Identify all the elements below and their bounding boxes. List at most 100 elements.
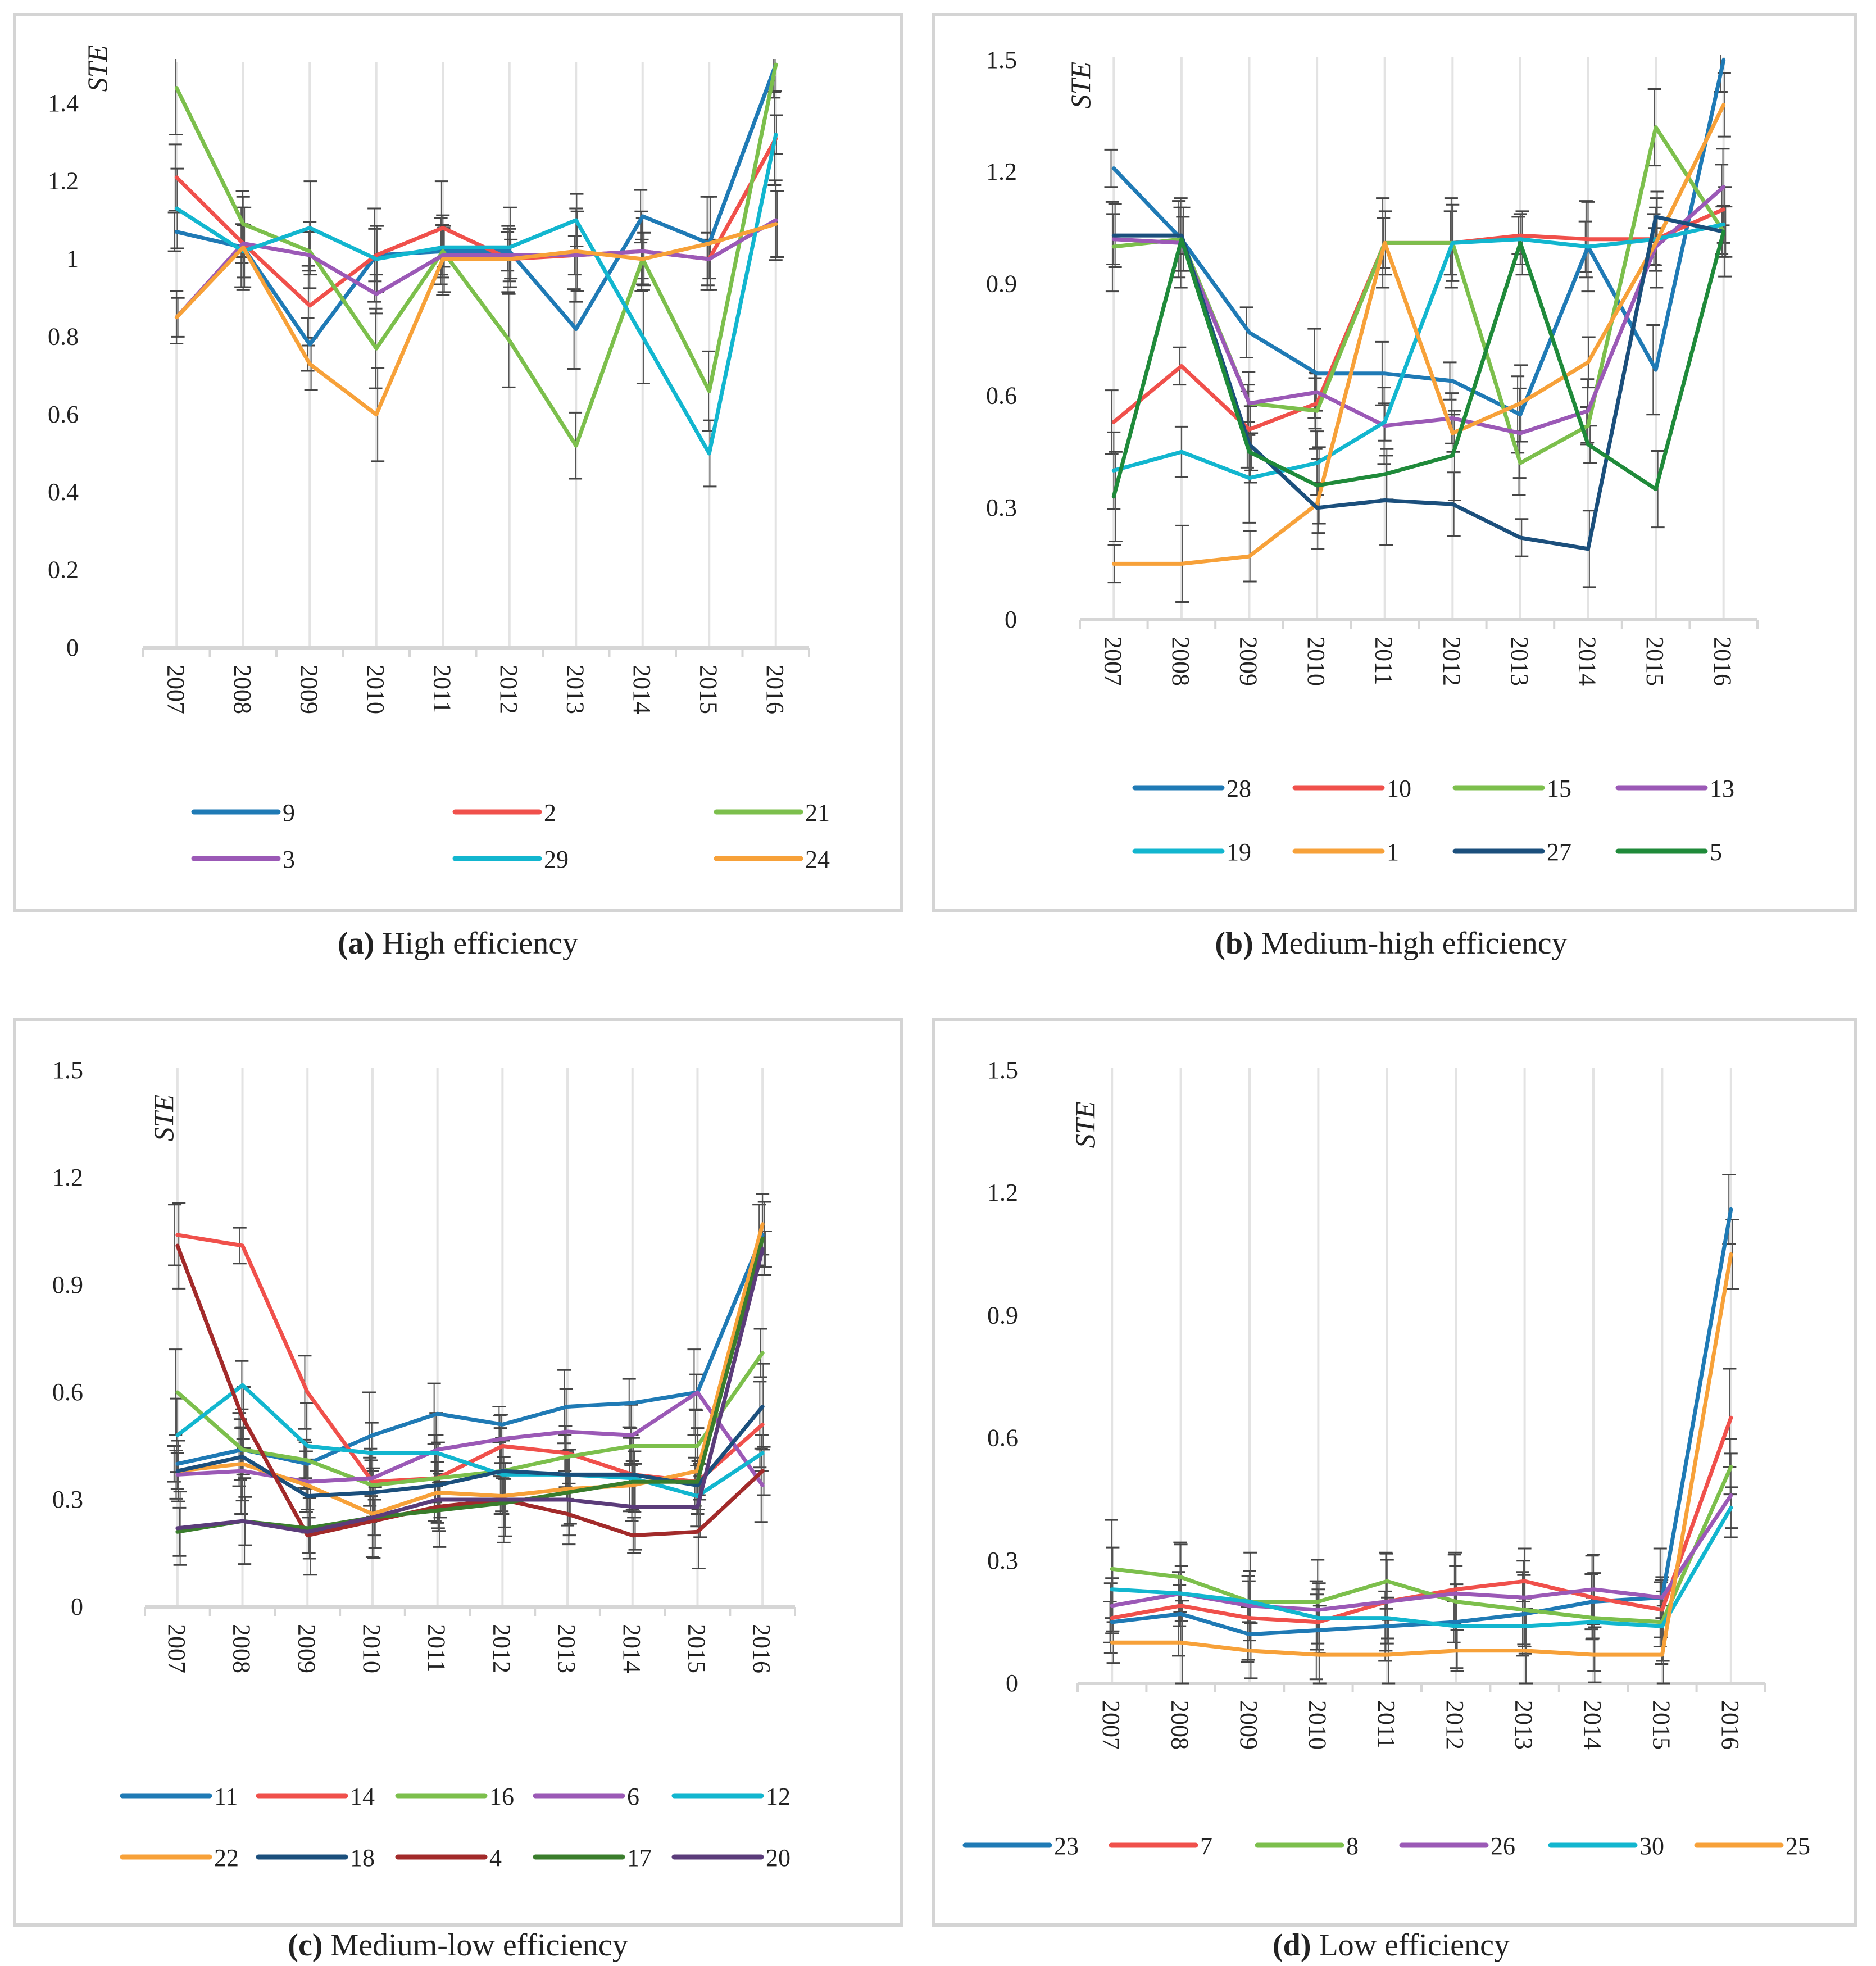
series-line-30 <box>1110 1505 1733 1628</box>
chart-d: 0 0.3 0.6 0.9 1.2 1.5 2007 2008 2009 2010 2011 2012… <box>962 1056 1810 1860</box>
y-axis-label: STE <box>1065 62 1096 108</box>
y-tick-label: 0.6 <box>986 382 1017 410</box>
legend: 23 7 8 26 30 25 <box>962 1832 1810 1860</box>
legend-label-30: 30 <box>1639 1832 1664 1860</box>
legend-label-11: 11 <box>214 1783 238 1810</box>
caption-b-letter: (b) <box>1215 926 1253 961</box>
caption-c: (c) Medium-low efficiency <box>288 1928 628 1963</box>
x-tick-label: 2016 <box>1716 1700 1744 1750</box>
legend-label-15: 15 <box>1547 775 1571 802</box>
legend-label-25: 25 <box>1786 1832 1810 1860</box>
legend-label-18: 18 <box>350 1844 375 1872</box>
x-tick-label: 2010 <box>1303 1700 1331 1750</box>
x-tick-label: 2008 <box>229 665 256 714</box>
x-tick-label: 2013 <box>1506 637 1533 686</box>
series-line-28 <box>1111 58 1726 417</box>
y-tick-label: 0.4 <box>48 478 79 506</box>
x-tick-label: 2010 <box>358 1624 385 1673</box>
x-tick-label: 2011 <box>423 1624 451 1672</box>
legend-label-28: 28 <box>1227 775 1251 802</box>
series-line-13 <box>1111 185 1726 435</box>
x-tick-label: 2009 <box>1235 1700 1262 1750</box>
series-lines <box>174 62 778 456</box>
series-line-27 <box>1111 215 1726 551</box>
series-line-16 <box>175 1351 765 1487</box>
x-tick-label: 2007 <box>163 1624 190 1673</box>
error-bars <box>1104 55 1733 603</box>
x-tick-label: 2016 <box>761 665 789 714</box>
y-tick-label: 1.2 <box>52 1164 83 1191</box>
y-tick-label: 1.2 <box>987 1179 1018 1206</box>
x-tick-label: 2012 <box>1438 637 1465 686</box>
y-tick-label: 1.5 <box>52 1056 83 1084</box>
y-tick-label: 1.5 <box>986 46 1017 74</box>
y-tick-label: 0.9 <box>52 1271 83 1298</box>
legend-label-21: 21 <box>805 799 830 827</box>
chart-b: 0 0.3 0.6 0.9 1.2 1.5 2007 2008 2009 2010 2011 2012… <box>986 46 1759 866</box>
x-tick-label: 2010 <box>1302 637 1330 686</box>
x-tick-label: 2016 <box>748 1624 775 1673</box>
x-tick-label: 2015 <box>1647 1700 1675 1750</box>
x-tick-label: 2013 <box>553 1624 580 1673</box>
series-line-5 <box>1111 229 1726 499</box>
legend-label-29: 29 <box>544 846 569 873</box>
legend: 11 14 16 6 12 22 18 4 17 20 <box>120 1783 791 1872</box>
legend-label-13: 13 <box>1710 775 1734 802</box>
legend-label-20: 20 <box>766 1844 791 1872</box>
legend-label-3: 3 <box>283 846 295 873</box>
chart-a: 0 0.2 0.4 0.6 0.8 1 1.2 1.4 2007 2008 2009 2010 2011… <box>48 45 830 873</box>
x-tick-label: 2014 <box>618 1624 646 1673</box>
y-tick-label: 1.5 <box>987 1056 1018 1084</box>
y-axis-label: STE <box>81 45 113 92</box>
y-axis-label: STE <box>1069 1101 1101 1148</box>
series-line-4 <box>175 1243 765 1538</box>
series-lines <box>1111 58 1726 566</box>
x-tick-label: 2008 <box>1167 637 1194 686</box>
y-tick-label: 1.2 <box>48 167 79 195</box>
legend-label-1: 1 <box>1387 838 1399 866</box>
y-tick-label: 1.2 <box>986 158 1017 185</box>
y-tick-label: 0.6 <box>52 1378 83 1406</box>
x-tick-label: 2015 <box>694 665 722 714</box>
series-line-19 <box>1111 222 1726 480</box>
y-tick-label: 0.3 <box>987 1547 1018 1574</box>
legend-label-22: 22 <box>214 1844 239 1872</box>
x-tick-label: 2013 <box>561 665 589 714</box>
y-tick-label: 0.3 <box>986 494 1017 521</box>
y-tick-label: 0.6 <box>48 401 79 428</box>
x-tick-label: 2015 <box>683 1624 710 1673</box>
y-tick-label: 0.9 <box>986 270 1017 297</box>
series-line-8 <box>1110 1465 1733 1624</box>
legend-label-8: 8 <box>1346 1832 1359 1860</box>
x-tick-label: 2007 <box>1097 1700 1125 1750</box>
x-tick-label: 2008 <box>228 1624 256 1673</box>
legend-label-7: 7 <box>1200 1832 1212 1860</box>
x-tick-label: 2008 <box>1166 1700 1194 1750</box>
series-lines <box>1110 1207 1733 1657</box>
caption-d-title: Low efficiency <box>1319 1928 1509 1963</box>
x-tick-label: 2011 <box>428 665 456 713</box>
y-tick-label: 1.4 <box>48 89 79 117</box>
caption-b-title: Medium-high efficiency <box>1261 926 1568 961</box>
x-tick-label: 2015 <box>1641 637 1669 686</box>
x-tick-label: 2007 <box>1099 637 1126 686</box>
legend-label-10: 10 <box>1387 775 1411 802</box>
caption-d-letter: (d) <box>1273 1928 1311 1963</box>
x-tick-label: 2009 <box>295 665 322 714</box>
series-line-20 <box>175 1247 765 1534</box>
legend-label-4: 4 <box>489 1844 502 1872</box>
x-tick-label: 2009 <box>1235 637 1262 686</box>
legend-label-5: 5 <box>1710 838 1722 866</box>
series-line-26 <box>1110 1493 1733 1612</box>
legend-label-27: 27 <box>1547 838 1571 866</box>
legend: 28 10 15 13 19 1 27 5 <box>1132 775 1734 866</box>
y-tick-label: 0 <box>1005 606 1017 633</box>
caption-c-letter: (c) <box>288 1928 322 1963</box>
panel-a-frame <box>13 13 903 912</box>
caption-a-letter: (a) <box>338 926 374 961</box>
x-tick-label: 2014 <box>1579 1700 1606 1750</box>
y-tick-label: 0.3 <box>52 1486 83 1513</box>
y-tick-label: 0 <box>71 1593 83 1620</box>
series-line-29 <box>174 133 778 456</box>
